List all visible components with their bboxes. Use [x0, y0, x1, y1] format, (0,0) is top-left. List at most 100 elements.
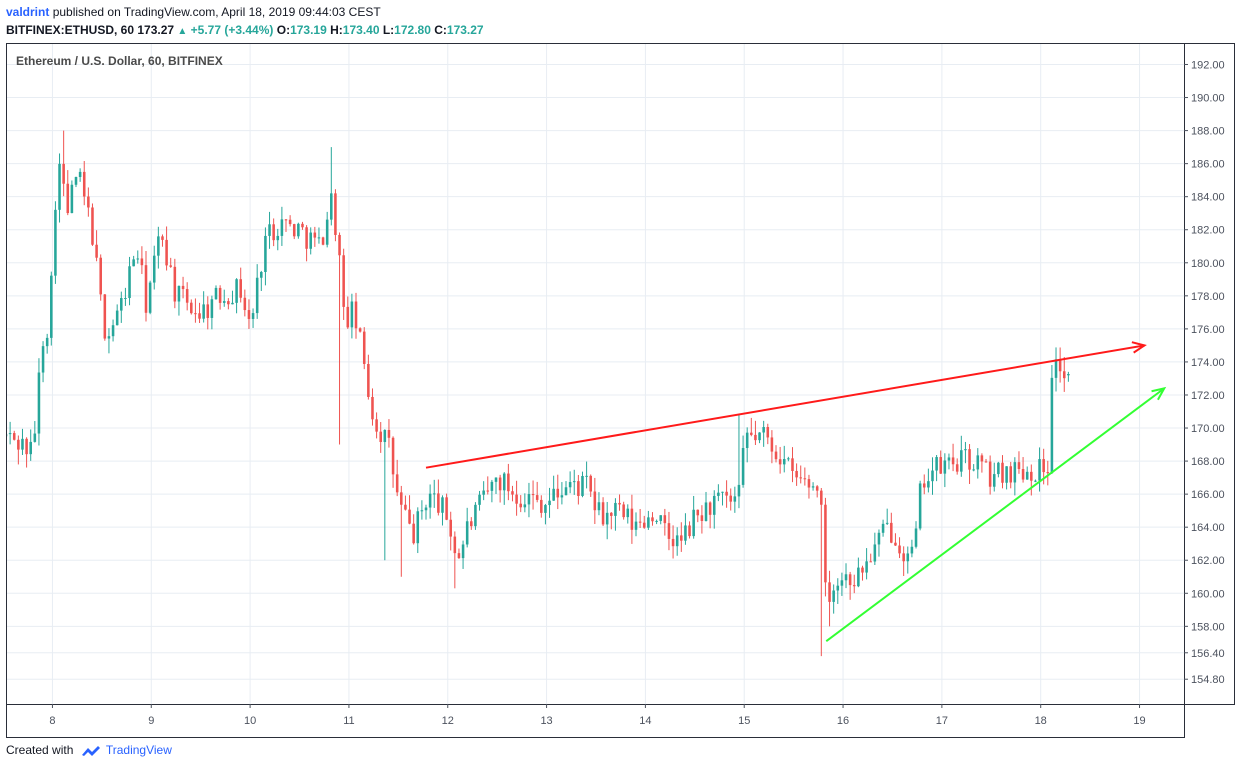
candle-body — [66, 183, 70, 214]
candle-body — [1009, 466, 1013, 483]
candle — [972, 464, 975, 472]
candle — [741, 435, 745, 488]
candle — [95, 230, 98, 262]
candle-body — [400, 492, 403, 505]
candle-body — [231, 302, 234, 305]
candle — [787, 456, 790, 462]
candle — [54, 201, 57, 284]
candle — [585, 461, 588, 489]
candle — [688, 521, 691, 539]
resistance-trendline[interactable] — [425, 341, 1147, 469]
candle — [379, 422, 382, 453]
candle — [548, 487, 551, 518]
candle-body — [124, 298, 127, 300]
candle-body — [770, 437, 774, 452]
candle-body — [268, 224, 271, 236]
candle-body — [379, 431, 382, 443]
candle-body — [733, 496, 737, 502]
candle-body — [1013, 462, 1017, 483]
candle-body — [1046, 472, 1050, 474]
candle-body — [572, 481, 576, 483]
candle — [325, 211, 329, 248]
candle — [78, 168, 82, 182]
author-name[interactable]: valdrint — [6, 5, 50, 19]
candle — [712, 490, 716, 529]
candle — [885, 508, 889, 525]
candle — [820, 488, 823, 657]
candle-body — [729, 495, 732, 502]
candle-body — [634, 521, 638, 530]
candle-body — [857, 567, 860, 587]
symbol-label: BITFINEX:ETHUSD, 60 — [6, 23, 135, 37]
candle-body — [375, 419, 378, 432]
candle — [848, 571, 852, 600]
candle — [362, 327, 366, 370]
candle-body — [799, 477, 802, 479]
candle-body — [605, 512, 609, 525]
candle-body — [470, 521, 473, 527]
candle — [881, 519, 885, 537]
candle — [12, 430, 16, 441]
low-value: 172.80 — [394, 23, 431, 37]
candle-body — [597, 502, 601, 511]
candle-body — [1005, 466, 1008, 483]
candle — [317, 227, 321, 244]
candle-body — [914, 528, 918, 547]
candle-body — [173, 266, 177, 302]
candle-body — [692, 509, 695, 537]
candle — [181, 276, 185, 299]
candle — [1058, 347, 1062, 383]
candle-body — [202, 304, 205, 319]
candle-body — [671, 538, 675, 547]
candle — [684, 513, 687, 545]
candle-body — [552, 488, 555, 501]
candle — [321, 236, 325, 246]
candle-body — [428, 493, 432, 508]
candle-body — [737, 484, 741, 497]
candle-body — [17, 439, 20, 450]
candle-body — [803, 478, 807, 480]
tradingview-brand[interactable]: TradingView — [105, 743, 172, 757]
candle-body — [395, 474, 399, 493]
candle — [231, 290, 234, 305]
candle — [791, 447, 794, 483]
candle-body — [404, 504, 407, 510]
candle — [523, 493, 527, 513]
candle-body — [659, 515, 662, 521]
candle-body — [906, 553, 910, 562]
candle-body — [243, 297, 247, 311]
close-label: C: — [434, 23, 447, 37]
price-chart[interactable]: 154.80 156.40 158.00 160.00 162.00 164.00 166.… — [4, 43, 1235, 738]
candle — [675, 527, 679, 556]
candle-body — [206, 304, 210, 318]
candle-body — [1021, 469, 1025, 480]
candle-body — [721, 491, 724, 493]
candle-body — [902, 553, 905, 562]
candle — [260, 270, 263, 291]
candle-body — [922, 483, 926, 488]
candle-body — [935, 457, 938, 471]
time-tick-label: 18 — [1035, 715, 1047, 727]
candle — [931, 457, 934, 495]
candle — [589, 474, 592, 497]
time-tick-label: 11 — [343, 715, 354, 727]
candle-body — [910, 546, 914, 554]
candle — [614, 498, 617, 531]
candle-body — [663, 515, 667, 524]
candle-body — [486, 490, 490, 492]
candle — [618, 494, 621, 511]
candle — [280, 206, 284, 246]
candle-body — [99, 257, 102, 295]
chart-frame[interactable]: 154.80 156.40 158.00 160.00 162.00 164.00 166.… — [4, 43, 1235, 738]
candle-body — [824, 504, 827, 583]
price-tick-label: 156.40 — [1191, 648, 1225, 660]
candle — [367, 354, 370, 400]
candle — [404, 495, 407, 511]
support-trendline[interactable] — [825, 386, 1167, 643]
candle-body — [1050, 377, 1054, 474]
candle — [33, 421, 37, 443]
candle — [968, 444, 971, 484]
time-tick-label: 9 — [148, 715, 154, 727]
candle — [1025, 466, 1029, 480]
candle — [733, 486, 737, 513]
